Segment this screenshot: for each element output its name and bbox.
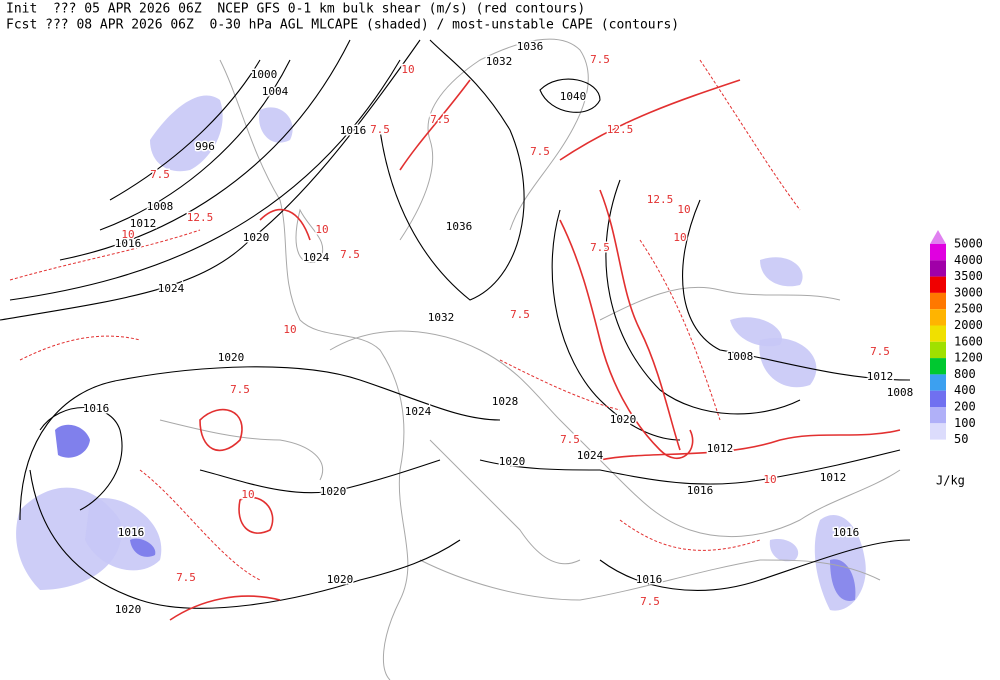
isobar-label: 1016 xyxy=(118,526,145,539)
legend-label: 3500 xyxy=(954,269,983,283)
legend-label: 800 xyxy=(954,367,976,381)
legend-label: 1600 xyxy=(954,334,983,348)
shear-label: 7.5 xyxy=(370,123,390,136)
shear-label: 10 xyxy=(673,231,686,244)
shear-label: 10 xyxy=(121,228,134,241)
header-line: Fcst ??? 08 APR 2026 06Z 0-30 hPa AGL ML… xyxy=(6,18,679,33)
isobar-label: 1032 xyxy=(428,311,455,324)
legend-swatch xyxy=(930,407,946,424)
isobar-label: 1020 xyxy=(320,485,347,498)
cape-shading xyxy=(16,95,866,611)
isobar-label: 1004 xyxy=(262,85,289,98)
legend-label: 200 xyxy=(954,400,976,414)
shear-contours xyxy=(9,59,901,621)
legend-swatch xyxy=(930,230,946,244)
legend-label: 50 xyxy=(954,432,968,446)
legend-swatch xyxy=(930,341,946,359)
legend-label: 5000 xyxy=(954,237,983,251)
isobar-label: 1016 xyxy=(340,124,367,137)
shear-label: 7.5 xyxy=(560,433,580,446)
shear-label: 7.5 xyxy=(176,571,196,584)
legend-swatch xyxy=(930,423,946,440)
legend-label: 4000 xyxy=(954,253,983,267)
isobar-label: 1024 xyxy=(303,251,330,264)
shear-label: 7.5 xyxy=(530,145,550,158)
isobar-label: 996 xyxy=(195,140,215,153)
isobar-label: 1000 xyxy=(251,68,278,81)
legend-label: 2000 xyxy=(954,318,983,332)
legend-unit: J/kg xyxy=(936,474,965,488)
legend-label: 1200 xyxy=(954,351,983,365)
isobar-label: 1016 xyxy=(687,484,714,497)
legend-label: 3000 xyxy=(954,285,983,299)
legend: J/kg 5000 4000 3500 3000 2500 2000 1600 1200 800… xyxy=(930,230,983,488)
legend-swatch xyxy=(930,358,946,375)
legend-label: 400 xyxy=(954,383,976,397)
shear-label: 12.5 xyxy=(607,123,634,136)
isobar-label: 1020 xyxy=(218,351,245,364)
shear-label: 7.5 xyxy=(870,345,890,358)
isobar-label: 1012 xyxy=(867,370,894,383)
isobar-label: 1016 xyxy=(636,573,663,586)
legend-swatch xyxy=(930,325,946,342)
isobar-label: 1024 xyxy=(158,282,185,295)
isobar-label: 1020 xyxy=(115,603,142,616)
shear-label: 10 xyxy=(401,63,414,76)
isobar-label: 1016 xyxy=(115,237,142,250)
isobar-label: 1020 xyxy=(499,455,526,468)
shear-label: 7.5 xyxy=(510,308,530,321)
shear-label: 12.5 xyxy=(187,211,214,224)
isobar-label: 1012 xyxy=(130,217,157,230)
isobar-label: 1016 xyxy=(83,402,110,415)
legend-swatch xyxy=(930,276,946,293)
isobar-label: 1008 xyxy=(887,386,914,399)
legend-swatch xyxy=(930,292,946,310)
isobars xyxy=(0,39,911,609)
shear-label: 7.5 xyxy=(340,248,360,261)
isobar-label: 1012 xyxy=(820,471,847,484)
isobar-label: 1036 xyxy=(446,220,473,233)
isobar-label: 1020 xyxy=(610,413,637,426)
legend-label: 100 xyxy=(954,416,976,430)
legend-swatch xyxy=(930,390,946,407)
isobar-label: 1012 xyxy=(707,442,734,455)
coastlines xyxy=(159,38,901,680)
isobar-label: 1020 xyxy=(243,231,270,244)
isobar-label: 1036 xyxy=(517,40,544,53)
shear-label: 10 xyxy=(241,488,254,501)
isobar-label: 1032 xyxy=(486,55,513,68)
isobar-label: 1008 xyxy=(727,350,754,363)
isobar-label: 1016 xyxy=(833,526,860,539)
legend-label: 2500 xyxy=(954,302,983,316)
legend-swatch xyxy=(930,309,946,326)
shear-label: 10 xyxy=(283,323,296,336)
isobar-label: 1008 xyxy=(147,200,174,213)
legend-swatch xyxy=(930,374,946,391)
shear-label: 10 xyxy=(315,223,328,236)
isobar-label: 1024 xyxy=(577,449,604,462)
shear-label: 10 xyxy=(677,203,690,216)
shear-label: 7.5 xyxy=(150,168,170,181)
isobar-label: 1024 xyxy=(405,405,432,418)
header-line: Init ??? 05 APR 2026 06Z NCEP GFS 0-1 km… xyxy=(6,2,585,17)
labels: 1000 1004 996 1008 1012 1016 1020 1024 1016 1024 1… xyxy=(81,39,915,618)
shear-label: 7.5 xyxy=(590,53,610,66)
shear-label: 10 xyxy=(763,473,776,486)
isobar-label: 1028 xyxy=(492,395,519,408)
legend-swatch xyxy=(930,260,946,277)
shear-label: 7.5 xyxy=(590,241,610,254)
shear-label: 7.5 xyxy=(430,113,450,126)
shear-label: 12.5 xyxy=(647,193,674,206)
isobar-label: 1020 xyxy=(327,573,354,586)
isobar-label: 1040 xyxy=(560,90,587,103)
legend-swatch xyxy=(930,244,946,261)
shear-label: 7.5 xyxy=(640,595,660,608)
shear-label: 7.5 xyxy=(230,383,250,396)
